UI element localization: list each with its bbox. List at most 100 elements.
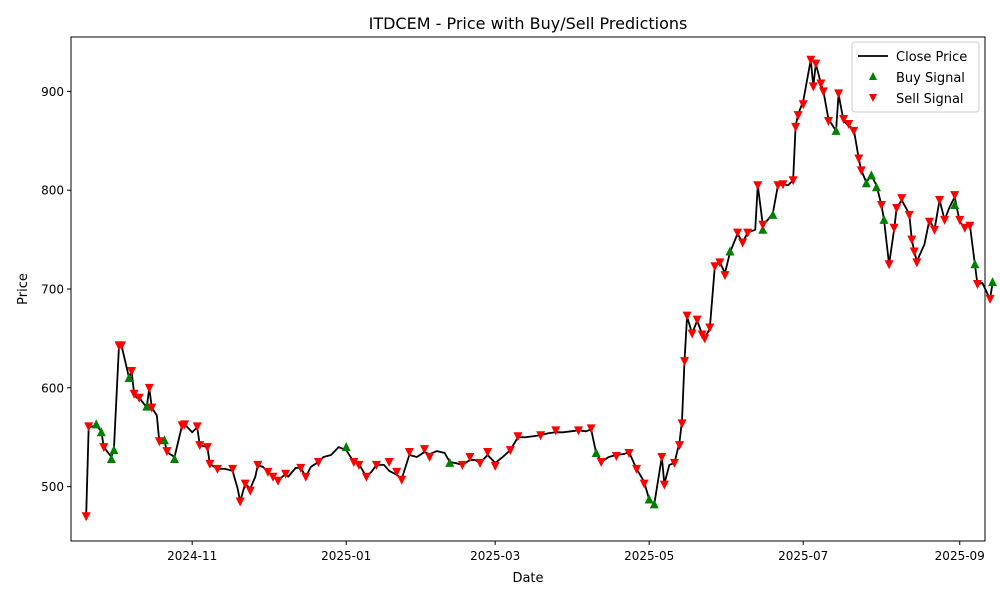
buy-signal-marker <box>170 453 180 463</box>
sell-signal-marker <box>892 203 902 213</box>
sell-signal-marker <box>793 111 803 121</box>
sell-signal-marker <box>457 460 467 470</box>
sell-signal-marker <box>940 215 950 225</box>
y-tick-label: 800 <box>41 184 64 198</box>
buy-signal-marker <box>96 427 106 437</box>
buy-signal-marker <box>109 445 119 455</box>
sell-signal-marker <box>743 228 753 238</box>
buy-signal-marker <box>159 435 169 445</box>
sell-signal-marker <box>682 311 692 321</box>
y-tick-label: 500 <box>41 480 64 494</box>
x-tick-label: 2025-01 <box>321 549 371 563</box>
chart-title: ITDCEM - Price with Buy/Sell Predictions <box>369 14 688 33</box>
sell-signal-marker <box>904 210 914 220</box>
x-axis-label: Date <box>512 571 543 586</box>
legend-sell-marker <box>869 94 877 102</box>
legend-buy-marker <box>869 72 877 80</box>
sell-signal-marker <box>677 419 687 429</box>
sell-signal-marker <box>720 271 730 281</box>
sell-signal-marker <box>884 260 894 270</box>
sell-signal-marker <box>657 453 667 462</box>
sell-signal-marker <box>960 223 970 233</box>
sell-signal-marker <box>551 426 561 436</box>
sell-signal-marker <box>212 464 222 474</box>
sell-signal-marker <box>361 472 371 482</box>
buy-signal-marker <box>988 277 998 287</box>
x-tick-label: 2025-05 <box>624 549 674 563</box>
sell-signal-marker <box>705 323 715 333</box>
sell-signal-marker <box>733 228 743 238</box>
sell-signal-marker <box>263 467 273 477</box>
sell-signal-marker <box>806 55 816 65</box>
sell-signal-marker <box>816 79 826 89</box>
sell-signal-marker <box>596 457 606 467</box>
sell-signal-marker <box>490 461 500 471</box>
sell-signal-marker <box>273 476 283 486</box>
sell-signal-marker <box>384 457 394 467</box>
sell-signal-marker <box>972 280 982 290</box>
sell-signal-marker <box>639 479 649 489</box>
legend-buy-label: Buy Signal <box>896 71 965 86</box>
sell-signal-marker <box>669 458 679 468</box>
sell-signal-marker <box>147 403 157 413</box>
buy-signal-marker <box>879 214 889 224</box>
sell-signal-marker <box>700 334 710 344</box>
sell-signal-marker <box>710 262 720 272</box>
sell-signal-marker <box>965 221 975 231</box>
buy-signal-marker <box>866 170 876 180</box>
sell-signal-marker <box>475 458 485 468</box>
buy-signal-marker <box>91 419 101 429</box>
sell-signal-marker <box>154 437 164 447</box>
buy-signal-marker <box>950 200 960 209</box>
sell-signal-marker <box>839 115 849 125</box>
buy-signal-marker <box>861 178 871 188</box>
buy-signal-marker <box>644 494 654 504</box>
buy-signal-marker <box>124 372 134 382</box>
sell-signal-marker <box>823 117 833 126</box>
sell-signal-marker <box>738 238 748 248</box>
y-tick-label: 700 <box>41 283 64 297</box>
sell-signal-marker <box>240 479 250 489</box>
y-axis: 500 600 700 800 900 <box>41 85 71 494</box>
sell-signal-marker <box>505 446 515 456</box>
sell-signal-marker <box>624 449 634 459</box>
sell-signal-marker <box>897 194 907 204</box>
sell-signal-marker <box>301 472 311 482</box>
sell-signal-marker <box>483 448 493 458</box>
buy-signal-marker <box>591 448 601 458</box>
sell-signal-marker <box>985 294 995 304</box>
sell-signal-marker <box>419 445 429 455</box>
sell-signal-marker <box>849 126 859 136</box>
sell-signal-marker <box>715 258 725 268</box>
x-tick-label: 2025-07 <box>778 549 828 563</box>
sell-signal-marker <box>99 443 109 453</box>
legend: Close Price Buy Signal Sell Signal <box>851 41 980 113</box>
sell-signal-marker <box>791 122 801 132</box>
sell-signal-marker <box>313 457 323 467</box>
legend-sell-label: Sell Signal <box>896 92 964 107</box>
sell-signal-marker <box>425 453 435 462</box>
sell-signal-marker <box>349 457 359 467</box>
buy-signal-marker <box>445 457 455 467</box>
sell-signal-marker <box>202 443 212 453</box>
buy-signal-marker <box>768 209 778 219</box>
sell-signal-marker <box>536 431 546 441</box>
x-tick-label: 2025-03 <box>470 549 520 563</box>
sell-signal-marker <box>798 100 808 110</box>
legend-close-label: Close Price <box>896 50 967 65</box>
buy-signal-marker <box>341 442 351 452</box>
y-axis-label: Price <box>16 273 31 305</box>
buy-signal-marker <box>831 125 841 135</box>
x-tick-label: 2024-11 <box>167 549 217 563</box>
sell-signal-marker <box>854 154 864 164</box>
sell-signal-marker <box>811 59 821 69</box>
sell-signal-marker <box>674 441 684 451</box>
sell-signal-marker <box>134 393 144 403</box>
sell-signal-marker <box>354 460 364 470</box>
sell-signal-marker <box>950 191 960 201</box>
sell-signal-marker <box>680 357 690 367</box>
sell-signal-marker <box>144 383 154 393</box>
sell-signal-marker <box>127 367 137 377</box>
sell-signal-marker <box>818 87 828 97</box>
